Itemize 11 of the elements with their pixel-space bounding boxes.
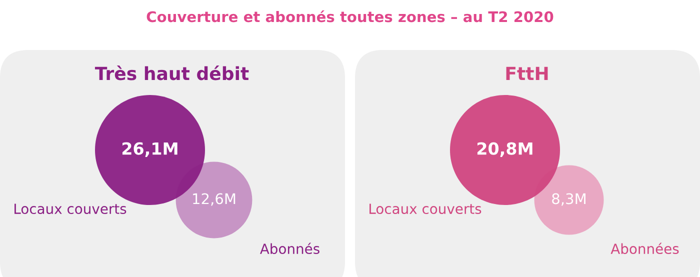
- data-label: 12,6M: [193, 193, 236, 206]
- data-label: 26,1M: [122, 142, 178, 157]
- category-label: Abonnés: [260, 242, 320, 254]
- data-label: 8,3M: [552, 193, 586, 206]
- category-label: Locaux couverts: [370, 204, 482, 214]
- text: Très haut débit: [94, 66, 249, 80]
- category-label: Abonnées: [610, 242, 679, 254]
- text: Couverture et abonnés toutes zones – au T2 2020: [146, 10, 554, 22]
- category-label: Locaux couverts: [14, 204, 126, 214]
- text: FttH: [506, 66, 548, 80]
- data-label: 20,8M: [477, 142, 532, 157]
